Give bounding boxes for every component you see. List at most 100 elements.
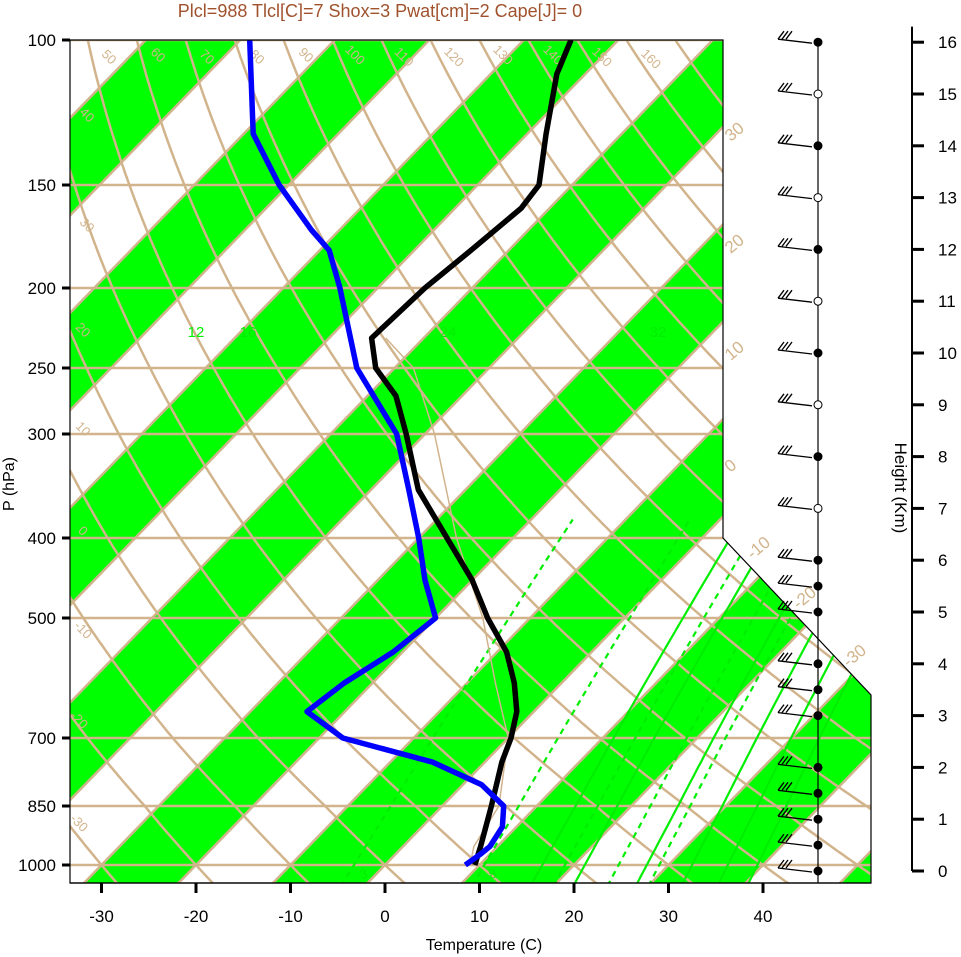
wind-barb-dot	[813, 581, 823, 591]
dry-adiabat-label: 10	[721, 337, 748, 364]
isotherm-line	[70, 40, 564, 883]
x-tick-label: -10	[278, 907, 303, 926]
pressure-tick-label: 700	[28, 729, 56, 748]
pressure-tick-label: 850	[28, 797, 56, 816]
wind-barb-dot	[813, 503, 823, 513]
wind-barb	[777, 30, 813, 44]
height-tick-label: 2	[938, 758, 947, 777]
isotherm-line	[578, 40, 871, 883]
moist-adiabat-label: 3	[357, 865, 369, 882]
mixing-ratio-line	[746, 337, 871, 883]
wind-barb-dot	[813, 711, 823, 721]
x-tick-label: -30	[89, 907, 114, 926]
wind-barb	[777, 574, 813, 588]
isotherm-line	[70, 40, 847, 883]
wind-barb-column	[777, 30, 823, 883]
height-tick-label: 3	[938, 707, 947, 726]
wind-barb-dot	[813, 348, 823, 358]
wind-barb	[777, 134, 813, 148]
dry-adiabat-line	[70, 40, 505, 883]
wind-barb	[777, 781, 813, 795]
height-tick-label: 9	[938, 396, 947, 415]
pressure-tick-label: 100	[28, 31, 56, 50]
wind-barb	[777, 393, 813, 407]
isotherm-line	[70, 40, 280, 883]
wind-barb-dot	[813, 37, 823, 47]
isotherm-label: 120	[441, 44, 467, 70]
isotherm-line	[957, 0, 961, 957]
mixing-ratio-label: 12	[188, 324, 205, 341]
wind-barb	[777, 289, 813, 303]
pressure-tick-label: 250	[28, 359, 56, 378]
height-tick-label: 5	[938, 603, 947, 622]
x-tick-label: 40	[754, 907, 773, 926]
height-tick-label: 13	[938, 189, 957, 208]
height-tick-label: 8	[938, 448, 947, 467]
isotherm-line	[70, 40, 375, 883]
dry-adiabat-line	[70, 40, 409, 883]
wind-barb-dot	[813, 866, 823, 876]
wind-barb-dot	[813, 141, 823, 151]
isotherm-line	[105, 40, 871, 883]
wind-barb	[777, 445, 813, 459]
isotherm-band	[70, 40, 847, 883]
pressure-tick-label: 1000	[18, 856, 56, 875]
mixing-ratio-label: 32	[650, 324, 667, 341]
wind-barb	[777, 548, 813, 562]
isotherm-line	[70, 40, 658, 883]
isotherm-band	[579, 40, 871, 883]
pressure-axis: 100 150 200 250 300 400 500 700 850 1000	[18, 31, 70, 875]
height-tick-label: 0	[938, 862, 947, 881]
wind-barb-dot	[813, 452, 823, 462]
pressure-tick-label: 300	[28, 425, 56, 444]
chart-title: Plcl=988 Tlcl[C]=7 Shox=3 Pwat[cm]=2 Cap…	[178, 1, 582, 21]
pressure-tick-label: 400	[28, 529, 56, 548]
wind-barb-dot	[813, 296, 823, 306]
dry-adiabat-line	[275, 40, 871, 883]
dry-adiabat-label: 20	[721, 230, 748, 257]
dry-adiabat-line	[372, 40, 871, 883]
dry-adiabat-line	[82, 40, 697, 883]
wind-barb	[777, 756, 813, 770]
isotherm-band	[201, 40, 871, 883]
dry-adiabat-label: 30	[721, 118, 748, 145]
height-tick-label: 11	[938, 292, 956, 311]
isotherm-line	[672, 40, 871, 883]
height-tick-label: 1	[938, 810, 947, 829]
sounding-profiles	[246, 40, 574, 868]
wind-barb-dot	[813, 400, 823, 410]
wind-barb-dot	[813, 193, 823, 203]
x-axis-label: Temperature (C)	[426, 937, 542, 954]
isotherm-label: 10	[73, 418, 94, 439]
x-tick-label: 0	[380, 907, 389, 926]
wind-barb-dot	[813, 814, 823, 824]
isotherm-label: 30	[77, 214, 98, 235]
wind-barb-dot	[813, 244, 823, 254]
isotherm-label: -30	[67, 811, 91, 835]
temperature-profile	[368, 40, 574, 866]
wind-barb	[777, 341, 813, 355]
height-tick-label: 16	[938, 33, 957, 52]
dewpoint-profile	[246, 40, 507, 868]
x-tick-label: 30	[659, 907, 678, 926]
wind-barb-dot	[813, 607, 823, 617]
x-axis: -30 -20 -10 0 10 20 30 40	[70, 882, 871, 926]
isotherm-band	[70, 40, 658, 883]
wind-barb-dot	[813, 762, 823, 772]
pressure-tick-label: 500	[28, 609, 56, 628]
dry-adiabat-line	[227, 40, 871, 883]
wind-barb	[777, 238, 813, 252]
wind-barb	[777, 652, 813, 666]
wind-barb	[777, 807, 813, 821]
moist-adiabat-line	[552, 518, 763, 883]
isotherm-label: 50	[99, 46, 120, 67]
wind-barb	[777, 859, 813, 873]
moist-adiabat-line	[339, 518, 574, 883]
pressure-tick-label: 200	[28, 279, 56, 298]
isotherm-label: 160	[638, 46, 664, 72]
isotherm-line	[200, 40, 871, 883]
wind-barb-dot	[813, 89, 823, 99]
dry-adiabat-label: 0	[721, 455, 740, 476]
wind-barb-dot	[813, 840, 823, 850]
